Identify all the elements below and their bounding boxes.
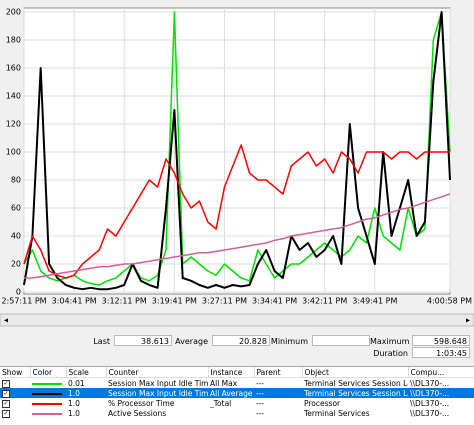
stat-label: Minimum	[270, 337, 308, 346]
column-header[interactable]: Counter	[106, 367, 209, 378]
column-header[interactable]: Scale	[66, 367, 107, 378]
table-cell: \\DL370-...	[408, 388, 474, 398]
x-tick-label: 4:00:58 PM	[427, 297, 472, 306]
counter-list: Show Color Scale Counter Instance Parent Objec…	[0, 367, 474, 418]
table-cell: Terminal Services Session Lag	[304, 378, 408, 388]
table-cell: 1.0	[68, 408, 80, 418]
x-tick-label: 3:12:11 PM	[102, 297, 147, 306]
color-cell	[30, 398, 66, 408]
counter-row[interactable]: ✓ 1.0 Active Sessions --- Terminal Services \…	[0, 408, 474, 418]
series-line	[23, 11, 451, 286]
table-cell: Session Max Input Idle Time	[108, 378, 208, 388]
show-checkbox[interactable]: ✓	[2, 400, 10, 408]
stat-value	[312, 335, 370, 346]
stat-label: Maximum	[370, 337, 410, 346]
column-header[interactable]: Compu...	[408, 367, 474, 378]
column-header[interactable]: Object	[302, 367, 409, 378]
stat-value: 1:03:45	[412, 347, 470, 358]
y-tick-label: 0	[16, 288, 21, 297]
x-tick-label: 2:57:11 PM	[1, 297, 46, 306]
y-tick-label: 80	[11, 176, 21, 185]
show-cell: ✓	[0, 408, 30, 418]
table-cell: ---	[254, 388, 302, 398]
table-cell: 1.0	[68, 398, 80, 408]
y-tick-label: 20	[11, 260, 21, 269]
table-cell: Session Max Input Idle Time	[106, 388, 208, 398]
column-header[interactable]: Show	[0, 367, 31, 378]
color-cell	[30, 408, 66, 418]
scrollbar[interactable]	[0, 313, 474, 327]
table-cell: Active Sessions	[108, 408, 167, 418]
series-line	[23, 144, 450, 279]
counter-row[interactable]: ✓ 0.01 Session Max Input Idle Time All Max -…	[0, 378, 474, 389]
stat-label: Last	[93, 337, 110, 346]
plot-area	[23, 7, 451, 295]
show-checkbox[interactable]: ✓	[2, 390, 10, 398]
table-cell: Processor	[304, 398, 341, 408]
color-swatch	[32, 402, 62, 405]
y-tick-label: 100	[6, 148, 21, 157]
table-cell: ---	[256, 398, 265, 408]
table-cell: \\DL370-...	[410, 398, 450, 408]
stat-value: 38.613	[114, 335, 172, 346]
show-checkbox[interactable]: ✓	[2, 380, 10, 388]
color-swatch	[32, 412, 62, 415]
table-cell: _Total	[210, 398, 232, 408]
show-cell: ✓	[0, 378, 30, 388]
table-cell: Terminal Services	[304, 408, 370, 418]
table-cell: ---	[256, 408, 265, 418]
table-cell: ---	[256, 378, 265, 388]
table-cell: % Processor Time	[108, 398, 175, 408]
table-cell: Terminal Services Session Lag	[302, 388, 408, 398]
y-tick-label: 40	[11, 232, 21, 241]
table-cell	[208, 408, 254, 418]
stat-value: 598.648	[412, 335, 470, 346]
show-cell: ✓	[0, 398, 30, 408]
chart: ◂ ▸ 0 20 40 60 80 100 120 140 160 180 200 2:57:11 P…	[0, 7, 474, 327]
series-line	[23, 11, 451, 291]
color-swatch	[32, 392, 62, 395]
color-cell	[30, 378, 66, 389]
counter-table: Show Color Scale Counter Instance Parent Objec…	[0, 366, 474, 425]
y-tick-label: 160	[6, 64, 21, 73]
x-tick-label: 3:27:11 PM	[202, 297, 247, 306]
table-cell: 0.01	[68, 378, 85, 388]
table-cell: All Average	[208, 388, 254, 398]
table-cell: \\DL370-...	[410, 408, 450, 418]
table-cell: All Max	[210, 378, 238, 388]
column-header[interactable]: Color	[30, 367, 67, 378]
table-cell: 1.0	[66, 388, 106, 398]
column-header[interactable]: Instance	[208, 367, 255, 378]
column-header[interactable]: Parent	[254, 367, 303, 378]
show-checkbox[interactable]: ✓	[2, 410, 10, 418]
series-line	[24, 193, 451, 279]
y-tick-label: 140	[6, 92, 21, 101]
show-cell: ✓	[0, 388, 30, 398]
y-tick-label: 60	[11, 204, 21, 213]
scroll-right[interactable]: ▸	[466, 316, 470, 325]
color-swatch	[32, 382, 62, 385]
x-tick-label: 3:19:41 PM	[152, 297, 197, 306]
y-tick-label: 120	[6, 120, 21, 129]
color-cell	[30, 388, 66, 398]
x-tick-label: 3:49:41 PM	[352, 297, 397, 306]
scroll-left[interactable]: ◂	[4, 316, 8, 325]
stat-label: Duration	[373, 349, 408, 358]
y-tick-label: 180	[6, 36, 21, 45]
x-tick-label: 3:04:41 PM	[52, 297, 97, 306]
y-tick-label: 200	[6, 8, 21, 17]
stat-value: 20.828	[212, 335, 270, 346]
table-cell: \\DL370-...	[410, 378, 450, 388]
stat-label: Average	[175, 337, 208, 346]
x-tick-label: 3:42:11 PM	[302, 297, 347, 306]
x-tick-label: 3:34:41 PM	[252, 297, 297, 306]
counter-row[interactable]: ✓ 1.0 % Processor Time _Total --- Processor \\…	[0, 398, 474, 408]
stats-bar: Last 38.613 Average 20.828 Minimum Maxim…	[0, 332, 474, 360]
counter-row[interactable]: ✓ 1.0 Session Max Input Idle Time All Avera…	[0, 388, 474, 398]
